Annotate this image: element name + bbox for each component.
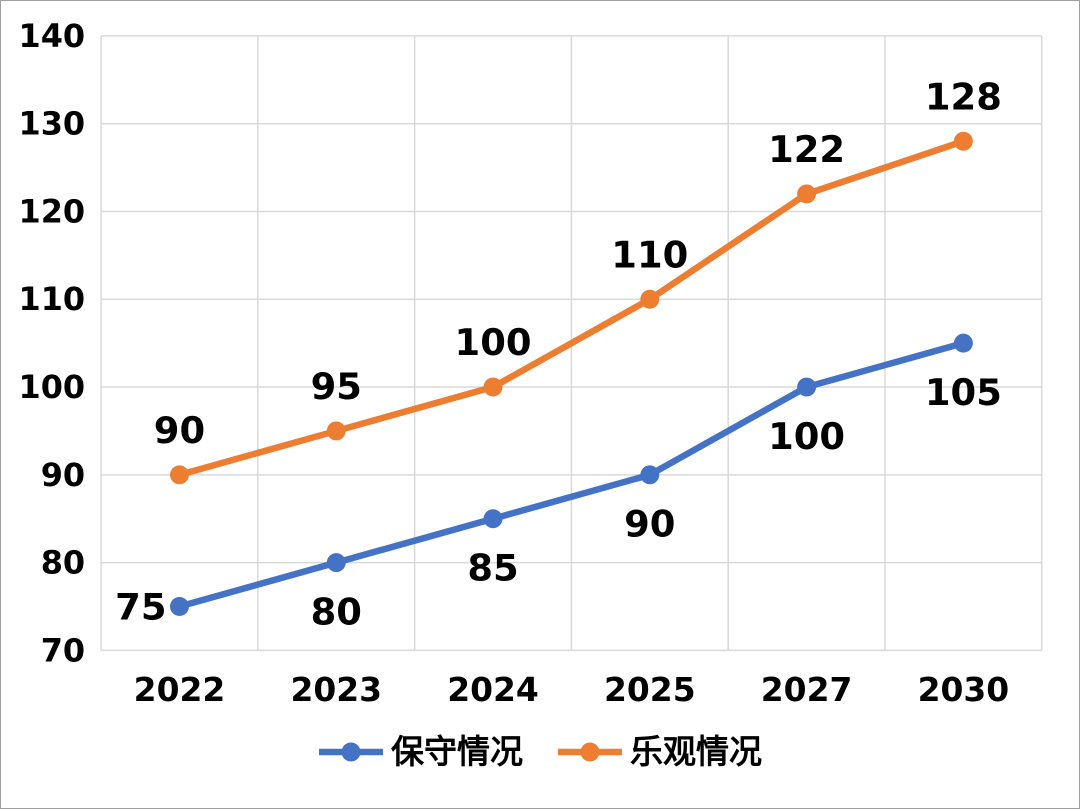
- data-point-label: 128: [925, 75, 1002, 118]
- data-point-label: 90: [154, 409, 205, 452]
- data-point-marker: [953, 131, 973, 151]
- data-point-marker: [953, 333, 973, 353]
- data-point-marker: [640, 465, 660, 485]
- x-axis-tick-label: 2025: [604, 670, 696, 709]
- data-point-marker: [326, 553, 346, 573]
- y-axis-tick-label: 110: [19, 280, 86, 318]
- data-point-marker: [640, 289, 660, 309]
- data-point-label: 75: [115, 585, 166, 628]
- y-axis-tick-label: 70: [41, 631, 85, 669]
- data-point-label: 90: [624, 503, 675, 546]
- data-point-marker: [483, 377, 503, 397]
- legend-label: 保守情况: [391, 732, 523, 771]
- y-axis-tick-label: 120: [19, 192, 86, 230]
- x-axis-tick-label: 2023: [290, 670, 382, 709]
- data-point-marker: [483, 509, 503, 529]
- y-axis-tick-label: 130: [19, 105, 86, 143]
- data-point-label: 105: [925, 371, 1002, 414]
- data-point-marker: [326, 421, 346, 441]
- x-axis-tick-label: 2030: [918, 670, 1010, 709]
- y-axis-tick-label: 140: [19, 17, 86, 55]
- data-point-label: 122: [768, 128, 845, 171]
- legend-item-0: 保守情况: [318, 735, 523, 768]
- y-axis-tick-label: 90: [41, 456, 85, 494]
- data-point-label: 100: [455, 321, 532, 364]
- data-point-label: 95: [311, 365, 362, 408]
- data-point-label: 85: [467, 547, 518, 590]
- data-point-label: 80: [311, 590, 362, 633]
- data-point-marker: [170, 465, 189, 485]
- legend-item-1: 乐观情况: [557, 735, 762, 768]
- y-axis-tick-label: 100: [19, 368, 86, 406]
- data-point-marker: [797, 377, 817, 397]
- data-point-label: 110: [611, 233, 688, 276]
- series-line-1: [176, 138, 967, 479]
- legend-line-marker-icon: [319, 742, 383, 761]
- legend-line-marker-icon: [558, 742, 622, 761]
- x-axis-tick-label: 2022: [134, 670, 226, 709]
- data-point-marker: [797, 184, 817, 204]
- x-axis-tick-label: 2024: [447, 670, 539, 709]
- legend-label: 乐观情况: [630, 732, 762, 771]
- data-point-marker: [170, 597, 189, 616]
- series-line-0: [176, 339, 967, 610]
- data-point-label: 100: [768, 415, 845, 458]
- chart-legend: 保守情况 乐观情况: [1, 735, 1079, 768]
- x-axis-tick-label: 2027: [761, 670, 853, 709]
- y-axis-tick-label: 80: [41, 544, 85, 582]
